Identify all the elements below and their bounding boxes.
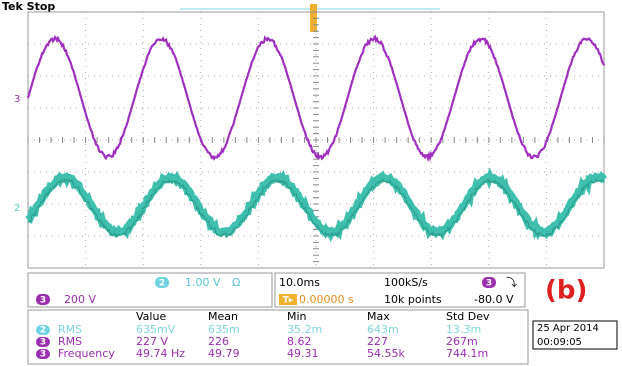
row-cell: 744.1m [446, 347, 488, 360]
trigger-level: -80.0 V [474, 293, 514, 306]
channel-2-marker: 2 [14, 203, 20, 214]
time-scale: 10.0ms [279, 276, 320, 289]
sample-rate: 100kS/s [384, 276, 428, 289]
row-cell: 49.31 [287, 347, 319, 360]
ch2-coupling: Ω [232, 276, 240, 289]
row-channel: 3 [40, 350, 46, 360]
time: 00:09:05 [537, 337, 582, 348]
figure-label: (b) [545, 276, 587, 306]
trigger-slope: ⤵ [506, 276, 517, 289]
column-header: Max [367, 310, 390, 323]
trigger-channel: 3 [486, 279, 492, 289]
column-header: Min [287, 310, 307, 323]
row-cell: 54.55k [367, 347, 405, 360]
row-name: Frequency [58, 347, 115, 360]
ch2-number: 2 [159, 279, 165, 289]
row-cell: 49.79 [208, 347, 240, 360]
ch3-number: 3 [40, 296, 46, 306]
row-channel: 3 [40, 338, 46, 348]
channel-3-marker: 3 [14, 94, 20, 105]
ch2-scale: 1.00 V [185, 276, 221, 289]
scope-screen: Tek Stop 3 2 2 1.00 V Ω 3 200 V 10.0ms 1… [0, 0, 622, 366]
record-length: 10k points [384, 293, 442, 306]
row-cell: 49.74 Hz [136, 347, 185, 360]
date: 25 Apr 2014 [537, 323, 599, 334]
column-header: Value [136, 310, 166, 323]
column-header: Std Dev [446, 310, 490, 323]
column-header: Mean [208, 310, 238, 323]
trigger-badge: T▸ [283, 296, 294, 306]
title: Tek Stop [2, 0, 55, 13]
trigger-position: 0.00000 s [299, 293, 354, 306]
row-channel: 2 [40, 326, 46, 336]
scope-display: Tek Stop 3 2 2 1.00 V Ω 3 200 V 10.0ms 1… [0, 0, 622, 366]
ch3-scale: 200 V [64, 293, 96, 306]
